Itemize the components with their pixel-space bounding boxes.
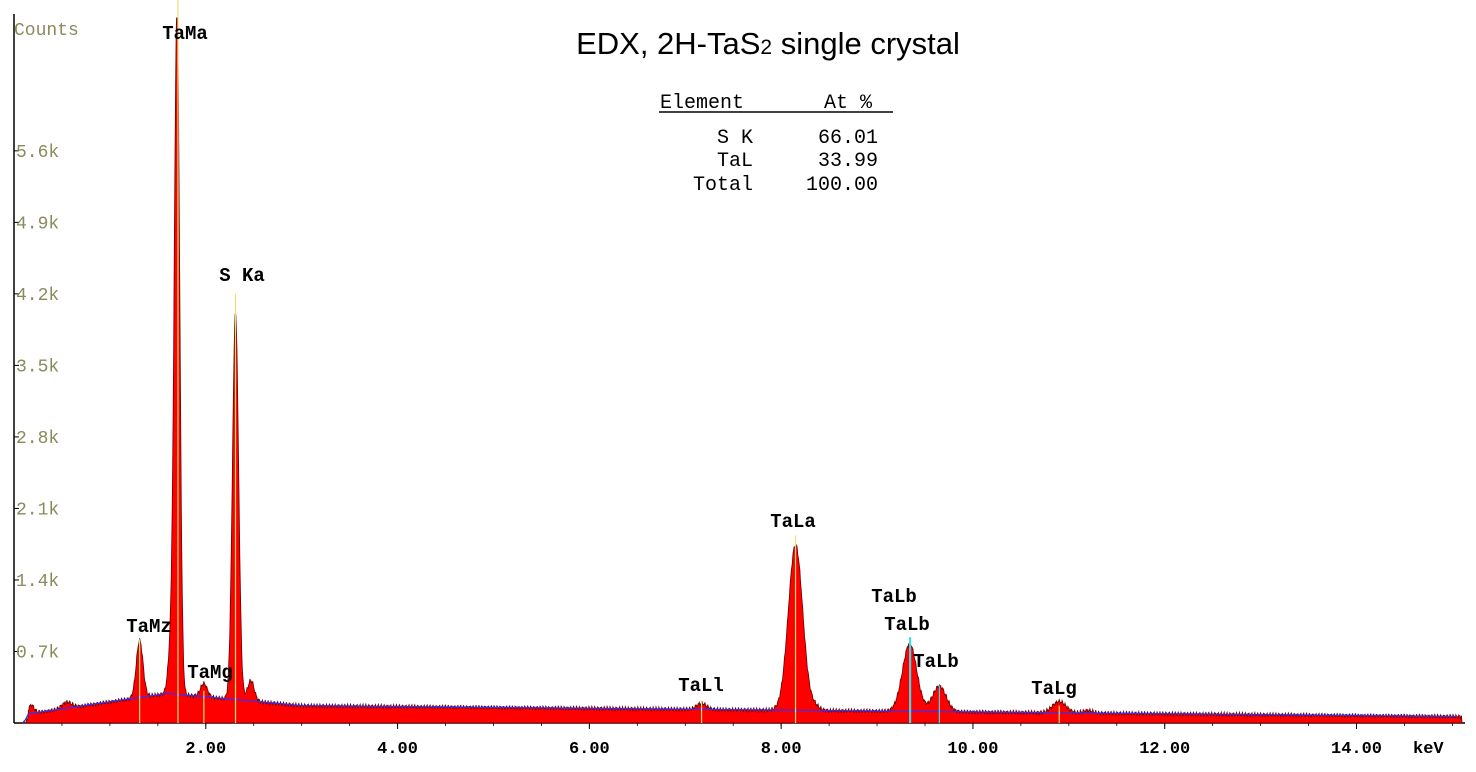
table-row-element: S K — [717, 127, 753, 150]
y-tick-label: 3.5k — [16, 357, 59, 377]
peak-markers — [139, 0, 1060, 723]
peak-label: TaMz — [126, 616, 172, 638]
table-row-value: 66.01 — [818, 127, 878, 150]
peak-label: TaLl — [678, 675, 724, 697]
peak-label: S Ka — [219, 265, 265, 287]
peak-label: TaLg — [1031, 678, 1077, 700]
table-row-value: 33.99 — [818, 150, 878, 173]
x-tick-label: 12.00 — [1139, 740, 1190, 759]
y-tick-label: 4.2k — [16, 286, 59, 306]
table-header-element: Element — [660, 92, 744, 115]
y-axis-label: Counts — [14, 21, 79, 41]
peak-label: TaLb — [884, 614, 930, 636]
table-row-value: 100.00 — [806, 174, 878, 197]
peak-label: TaLb — [913, 651, 959, 673]
y-tick-label: 2.8k — [16, 429, 59, 449]
chart-title-subscript: 2 — [760, 36, 772, 59]
x-ticks: 2.00 4.00 6.00 8.00 10.00 12.00 14.00 — [61, 723, 1453, 759]
x-tick-label: 4.00 — [377, 740, 418, 759]
chart-title-main: EDX, 2H-TaS — [576, 26, 760, 61]
table-row-element: TaL — [717, 150, 753, 173]
x-tick-label: 10.00 — [947, 740, 998, 759]
chart-title: EDX, 2H-TaS2 single crystal — [576, 26, 960, 61]
y-tick-label: 4.9k — [16, 214, 59, 234]
y-tick-label: 2.1k — [16, 500, 59, 520]
x-tick-label: 2.00 — [185, 740, 226, 759]
composition-table: Element At % S K 66.01 TaL 33.99 Total 1… — [659, 92, 893, 197]
y-ticks: 0.7k 1.4k 2.1k 2.8k 3.5k 4.2k 4.9k 5.6k — [14, 143, 59, 663]
peak-label: TaMg — [187, 662, 233, 684]
y-tick-label: 5.6k — [16, 143, 59, 163]
x-tick-label: 6.00 — [569, 740, 610, 759]
table-row-element: Total — [693, 174, 753, 197]
x-tick-label: 14.00 — [1331, 740, 1382, 759]
table-header-at-percent: At % — [824, 92, 873, 115]
peak-label: TaMa — [162, 23, 208, 45]
x-axis-label: keV — [1413, 740, 1444, 759]
y-tick-label: 0.7k — [16, 643, 59, 663]
x-tick-label: 8.00 — [761, 740, 802, 759]
peak-label: TaLb — [871, 586, 917, 608]
spectrum-area — [23, 17, 1463, 724]
peak-label: TaLa — [770, 511, 816, 533]
y-tick-label: 1.4k — [16, 572, 59, 592]
background-curve — [23, 692, 1458, 724]
chart-title-suffix: single crystal — [772, 26, 960, 61]
peak-labels: TaMz TaMa TaMg S Ka TaLl TaLa TaLb TaLb TaLb TaLg — [126, 23, 1077, 700]
